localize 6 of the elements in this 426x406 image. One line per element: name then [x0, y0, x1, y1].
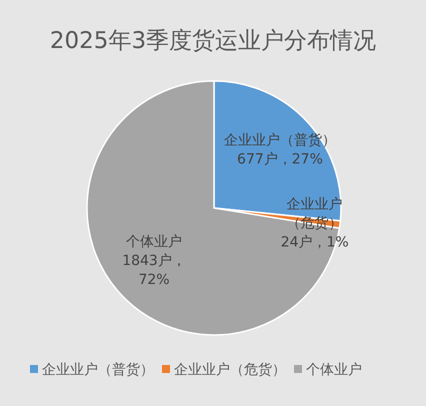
legend-label: 个体业户: [306, 362, 362, 378]
data-label: 个体业户1843户，72%: [122, 234, 186, 288]
data-label: 企业业户（普货）677户，27%: [224, 131, 336, 168]
legend-label: 企业业户（危货）: [174, 362, 286, 378]
legend-label: 企业业户（普货）: [42, 361, 154, 378]
chart-title: 2025年3季度货运业户分布情况: [50, 28, 376, 54]
